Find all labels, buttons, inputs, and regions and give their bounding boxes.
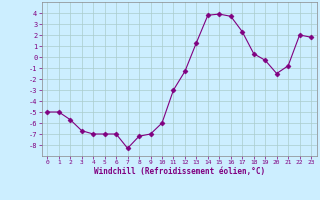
X-axis label: Windchill (Refroidissement éolien,°C): Windchill (Refroidissement éolien,°C) <box>94 167 265 176</box>
